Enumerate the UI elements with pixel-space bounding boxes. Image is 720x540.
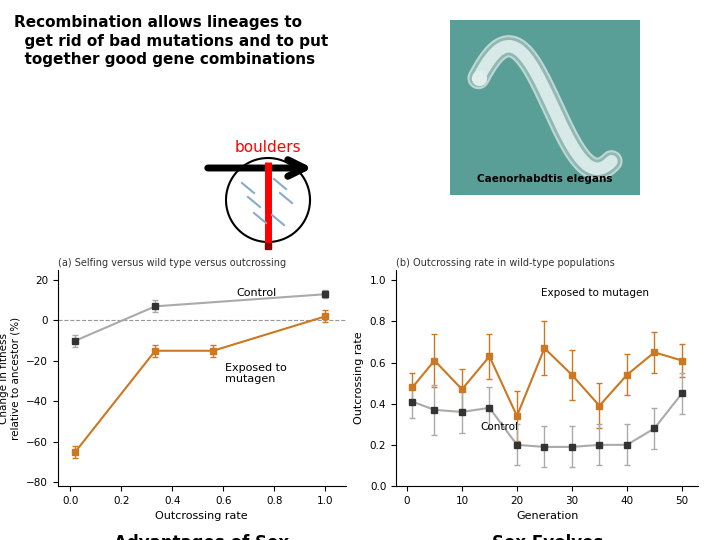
Text: (a) Selfing versus wild type versus outcrossing: (a) Selfing versus wild type versus outc… <box>58 258 286 268</box>
X-axis label: Generation: Generation <box>516 511 578 521</box>
Text: Control: Control <box>481 422 518 432</box>
Text: Sex Evolves: Sex Evolves <box>492 534 603 540</box>
Text: Recombination allows lineages to
  get rid of bad mutations and to put
  togethe: Recombination allows lineages to get rid… <box>14 15 328 68</box>
Y-axis label: Outcrossing rate: Outcrossing rate <box>354 332 364 424</box>
Y-axis label: Change in fitness
relative to ancestor (%): Change in fitness relative to ancestor (… <box>0 316 20 440</box>
Text: Caenorhabdtis elegans: Caenorhabdtis elegans <box>477 174 613 185</box>
Text: Exposed to
mutagen: Exposed to mutagen <box>225 363 287 384</box>
Text: (b) Outcrossing rate in wild-type populations: (b) Outcrossing rate in wild-type popula… <box>396 258 615 268</box>
Text: Control: Control <box>236 288 276 298</box>
X-axis label: Outcrossing rate: Outcrossing rate <box>156 511 248 521</box>
Text: boulders: boulders <box>235 140 301 156</box>
Text: Advantages of Sex: Advantages of Sex <box>114 534 289 540</box>
Text: Exposed to mutagen: Exposed to mutagen <box>541 288 649 298</box>
